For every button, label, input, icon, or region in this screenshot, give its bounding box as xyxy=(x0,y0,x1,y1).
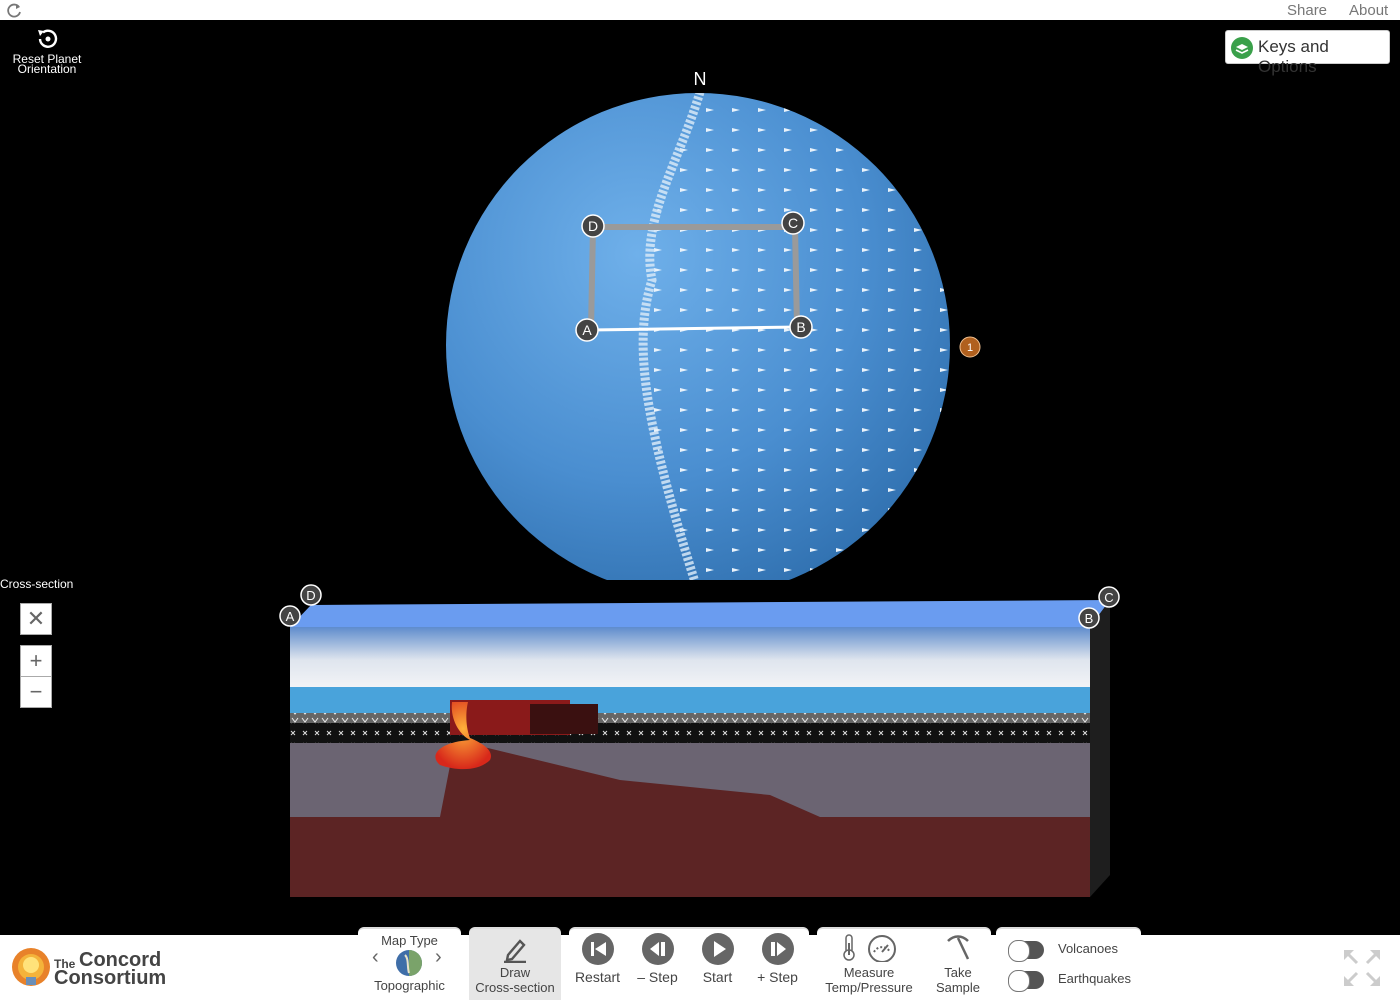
logo-concord: Concord xyxy=(79,949,162,971)
logo-consortium: Consortium xyxy=(54,967,167,989)
basalt-layer xyxy=(290,713,1090,723)
rotate-reset-icon xyxy=(38,29,58,48)
plate-marker-1[interactable]: 1 xyxy=(959,336,981,358)
svg-text:1: 1 xyxy=(967,342,973,354)
step-forward-label: + Step xyxy=(757,969,798,985)
measure-temp-pressure-label: Measure Temp/Pressure xyxy=(825,965,913,995)
step-back-button[interactable]: – Step xyxy=(629,929,686,994)
svg-text:C: C xyxy=(1104,590,1113,605)
planet-view[interactable]: N D C A B 1 xyxy=(0,20,1400,580)
draw-cross-section-label: Draw Cross-section xyxy=(475,965,555,995)
start-label: Start xyxy=(702,969,733,985)
earthquakes-toggle[interactable] xyxy=(1008,970,1044,992)
reset-planet-label: Reset Planet Orientation xyxy=(12,52,82,76)
about-link[interactable]: About xyxy=(1349,2,1389,19)
logo-the: The xyxy=(54,957,76,971)
globe-point-b[interactable]: B xyxy=(789,315,813,339)
pressure-gauge-icon xyxy=(868,935,896,962)
keys-and-options-label: Keys and Options xyxy=(1258,37,1329,76)
playback-panel: Restart – Step Start + Step xyxy=(569,927,809,1000)
keys-and-options-button[interactable]: Keys and Options xyxy=(1225,30,1390,76)
reset-planet-orientation-button[interactable]: Reset Planet Orientation xyxy=(8,26,86,82)
globe-point-c[interactable]: C xyxy=(781,211,805,235)
play-icon xyxy=(702,933,734,965)
north-label: N xyxy=(694,69,707,89)
chevron-left-icon[interactable]: ‹ xyxy=(372,946,379,968)
top-bar: Share About xyxy=(0,0,1400,20)
concord-consortium-logo[interactable]: The Concord Consortium xyxy=(10,947,170,992)
step-back-icon xyxy=(642,933,674,965)
chevron-right-icon[interactable]: › xyxy=(435,946,442,968)
subducting-lithosphere xyxy=(290,740,1090,817)
tools-panel: Measure Temp/Pressure Take Sample xyxy=(817,927,991,1000)
svg-text:A: A xyxy=(286,609,295,624)
magma-chamber xyxy=(435,702,491,770)
pickaxe-icon xyxy=(947,935,970,960)
thermometer-icon xyxy=(843,934,855,961)
xsec-point-c[interactable]: C xyxy=(1098,586,1120,608)
ocean-layer xyxy=(290,687,1090,713)
svg-text:C: C xyxy=(788,215,798,231)
toggles-panel: Volcanoes Earthquakes xyxy=(996,927,1141,1000)
map-type-value: Topographic xyxy=(374,978,445,993)
share-link[interactable]: Share xyxy=(1287,2,1328,19)
svg-text:B: B xyxy=(796,319,805,335)
globe-point-d[interactable]: D xyxy=(581,214,605,238)
cross-section-line xyxy=(589,325,801,332)
sky-layer xyxy=(290,627,1090,687)
step-back-label: – Step xyxy=(637,969,678,985)
close-cross-section-button[interactable]: ✕ xyxy=(20,603,52,635)
step-forward-button[interactable]: + Step xyxy=(749,929,806,994)
model-stage[interactable]: Reset Planet Orientation Keys and Option… xyxy=(0,20,1400,935)
draw-cross-section-button[interactable]: Draw Cross-section xyxy=(469,927,561,1000)
cross-section-side-face xyxy=(1090,600,1110,897)
restart-label: Restart xyxy=(574,969,621,985)
take-sample-button[interactable]: Take Sample xyxy=(927,929,989,995)
bottom-toolbar: The Concord Consortium Map Type ‹ › Topo… xyxy=(0,927,1400,1000)
globe-map-icon xyxy=(396,950,422,976)
pencil-icon xyxy=(504,939,526,963)
start-button[interactable]: Start xyxy=(689,929,746,994)
globe-point-a[interactable]: A xyxy=(575,318,599,342)
skip-back-icon xyxy=(582,933,614,965)
lightbulb-logo-icon xyxy=(12,948,50,986)
earthquakes-label: Earthquakes xyxy=(1058,971,1131,986)
measure-temp-pressure-button[interactable]: Measure Temp/Pressure xyxy=(817,929,921,995)
cross-section-top-face xyxy=(290,600,1110,627)
map-type-panel: Map Type ‹ › Topographic xyxy=(358,927,461,1000)
cross-section-title: Cross-section xyxy=(0,577,74,591)
zoom-in-button[interactable]: + xyxy=(20,645,52,677)
fullscreen-icon[interactable] xyxy=(1342,948,1382,988)
layers-icon xyxy=(1231,37,1253,59)
svg-text:A: A xyxy=(582,322,592,338)
xsec-point-a[interactable]: A xyxy=(279,605,301,627)
map-type-title: Map Type xyxy=(381,933,438,948)
take-sample-label: Take Sample xyxy=(935,965,981,995)
volcanoes-label: Volcanoes xyxy=(1058,941,1118,956)
zoom-out-button[interactable]: − xyxy=(20,676,52,708)
xsec-point-d[interactable]: D xyxy=(300,584,322,606)
svg-text:B: B xyxy=(1085,611,1094,626)
restart-button[interactable]: Restart xyxy=(569,929,626,994)
step-forward-icon xyxy=(762,933,794,965)
reload-icon[interactable] xyxy=(6,2,23,19)
cross-section-view[interactable]: D A C B xyxy=(0,20,1400,935)
volcanoes-toggle[interactable] xyxy=(1008,940,1044,962)
svg-text:D: D xyxy=(306,588,315,603)
ridge-crust-block-dark xyxy=(530,704,598,734)
svg-text:D: D xyxy=(588,218,598,234)
xsec-point-b[interactable]: B xyxy=(1078,607,1100,629)
